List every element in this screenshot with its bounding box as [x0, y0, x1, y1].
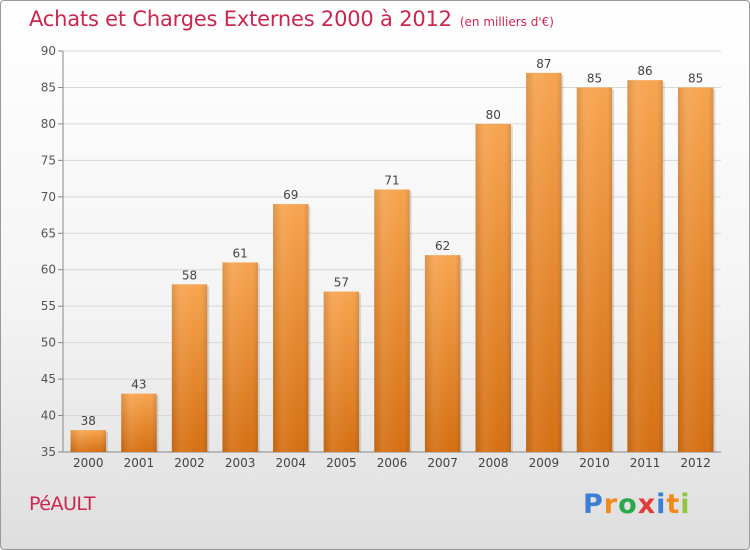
data-label: 87: [536, 57, 551, 71]
x-tick-label: 2006: [377, 456, 408, 470]
bar-shading: [374, 189, 410, 452]
chart-unit-label: (en milliers d'€): [459, 15, 554, 29]
bar-shading: [171, 284, 208, 452]
bar-shading: [121, 393, 157, 452]
bar-shading: [576, 87, 613, 453]
data-label: 57: [334, 276, 349, 290]
proxiti-logo: Proxiti: [583, 489, 691, 520]
y-tick-label: 50: [41, 336, 56, 350]
x-tick-label: 2011: [630, 456, 661, 470]
data-label: 62: [435, 239, 450, 253]
bar-shading: [70, 430, 107, 452]
x-tick-label: 2007: [427, 456, 458, 470]
data-label: 43: [131, 378, 146, 392]
bar-shading: [323, 291, 360, 452]
bar-shading: [222, 262, 258, 452]
data-label: 85: [688, 71, 703, 85]
y-tick-label: 45: [41, 372, 56, 386]
data-label: 69: [283, 188, 298, 202]
bar-shading: [627, 80, 663, 452]
logo-letter: t: [666, 489, 681, 520]
data-label: 61: [233, 246, 248, 260]
x-tick-label: 2002: [174, 456, 205, 470]
logo-letter: o: [618, 489, 638, 520]
y-tick-label: 70: [41, 190, 56, 204]
y-tick-label: 80: [41, 117, 56, 131]
y-tick-label: 40: [41, 409, 56, 423]
data-label: 85: [587, 71, 602, 85]
data-label: 80: [486, 108, 501, 122]
x-tick-label: 2001: [124, 456, 155, 470]
bar-shading: [475, 123, 511, 452]
logo-letter: x: [637, 489, 657, 520]
x-tick-label: 2008: [478, 456, 509, 470]
y-tick-label: 55: [41, 299, 56, 313]
data-label: 71: [384, 174, 399, 188]
x-tick-label: 2009: [529, 456, 560, 470]
chart-title-text: Achats et Charges Externes 2000 à 2012: [29, 7, 452, 31]
x-tick-label: 2000: [73, 456, 104, 470]
y-tick-label: 65: [41, 226, 56, 240]
x-tick-label: 2005: [326, 456, 357, 470]
y-tick-label: 90: [41, 44, 56, 58]
bar-shading: [677, 87, 714, 453]
data-label: 86: [637, 64, 652, 78]
x-tick-label: 2012: [680, 456, 711, 470]
data-label: 58: [182, 268, 197, 282]
logo-letter: i: [656, 489, 667, 520]
bar-shading: [526, 72, 562, 452]
bar-shading: [273, 204, 309, 452]
commune-name: PéAULT: [29, 493, 95, 515]
logo-letter: P: [583, 489, 604, 520]
data-label: 38: [81, 414, 96, 428]
logo-letter: i: [680, 489, 691, 520]
y-tick-label: 60: [41, 263, 56, 277]
chart-title: Achats et Charges Externes 2000 à 2012 (e…: [29, 7, 554, 31]
y-tick-label: 35: [41, 445, 56, 459]
x-tick-label: 2010: [579, 456, 610, 470]
bar-shading: [424, 255, 461, 452]
y-tick-label: 75: [41, 153, 56, 167]
x-tick-label: 2003: [225, 456, 256, 470]
y-tick-label: 85: [41, 80, 56, 94]
logo-letter: r: [603, 489, 619, 520]
x-tick-label: 2004: [275, 456, 306, 470]
